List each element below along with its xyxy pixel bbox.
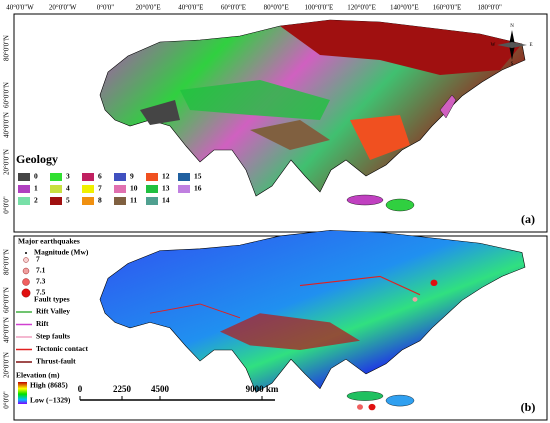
labels: 40°0'0"W 20°0'0"W 0°0'0" 20°0'0"E 40°0'0"E 60… [3,4,536,414]
legend-label: 1 [34,184,38,193]
longitude-label: 80°0'0"E [264,4,289,12]
legend-swatch [146,197,158,205]
legend-label: 13 [162,184,170,193]
legend-title: Fault types [34,295,70,304]
legend-label: 4 [66,184,70,193]
legend-swatch [50,197,62,205]
panel-label: (a) [521,212,535,226]
legend-swatch [178,185,190,193]
legend-swatch [82,185,94,193]
elevation-colorbar [18,382,27,404]
legend-swatch [146,173,158,181]
scale-label: 9000 km [246,384,279,394]
longitude-label: 180°0'0" [477,4,502,12]
scale-label: 0 [78,384,83,394]
latitude-label: 0°0'0" [3,196,11,214]
legend-swatch [82,197,94,205]
longitude-label: 40°0'0"W [6,4,34,12]
legend-swatch [178,173,190,181]
longitude-label: 140°0'0"E [390,4,419,12]
legend-label: 7.3 [36,277,46,286]
legend-marker [22,278,30,286]
compass-label: N [510,24,514,29]
legend-label: Thrust-fault [36,357,76,366]
compass-label: E [529,43,532,48]
longitude-label: 120°0'0"E [347,4,376,12]
scale-label: 2250 [113,384,132,394]
legend-label: 2 [34,196,38,205]
legend-label: 6 [98,172,102,181]
latitude-label: 80°0'0"N [3,249,11,275]
legend-swatch [114,185,126,193]
scale-label: 4500 [151,384,170,394]
legend-swatch [18,173,30,181]
compass-rose [497,30,527,60]
geology-map [99,19,526,212]
legend-title: Major earthquakes [18,237,80,246]
legend-label: 16 [194,184,202,193]
panel-label: (b) [521,400,536,414]
latitude-label: 20°0'0"N [3,352,11,378]
legend-label: Step faults [36,332,70,341]
legend-label: 14 [162,196,170,205]
latitude-label: 60°0'0"N [3,82,11,108]
legend-marker [21,288,31,298]
latitude-label: 40°0'0"N [3,317,11,343]
legend-label: 15 [194,172,202,181]
legend-label: 7.1 [36,266,46,275]
legend-label: Low (−1329) [30,396,71,405]
legend-label: 9 [130,172,134,181]
compass-label: S [511,62,514,67]
legend-swatch [18,185,30,193]
longitude-label: 160°0'0"E [433,4,462,12]
legend-label: 7 [98,184,102,193]
legend-title: Magnitude (Mw) [34,248,89,257]
elevation-map [99,229,526,411]
legend-label: Rift [36,319,49,328]
latitude-label: 40°0'0"N [3,112,11,138]
legend-swatch [114,197,126,205]
legend-label: 0 [34,172,38,181]
latitude-label: 80°0'0"N [3,35,11,61]
latitude-label: 60°0'0"N [3,287,11,313]
latitude-label: 0°0'0" [3,391,11,409]
legend-swatch [82,173,94,181]
legend-swatch [50,173,62,181]
legend-marker [25,252,27,254]
latitude-label: 20°0'0"N [3,149,11,175]
longitude-label: 100°0'0"E [305,4,334,12]
compass-label: W [491,43,496,48]
longitude-label: 60°0'0"E [221,4,246,12]
legend-label: 8 [98,196,102,205]
legend-label: 7 [36,255,40,264]
legend-swatch [50,185,62,193]
legend-label: 7.5 [36,288,46,297]
legend-swatch [114,173,126,181]
legend-title: Elevation (m) [16,371,60,380]
longitude-label: 40°0'0"E [178,4,203,12]
legend-label: Rift Valley [36,307,70,316]
legend-swatch [18,197,30,205]
legend-label: 5 [66,196,70,205]
legend-title: Geology [16,152,58,166]
longitude-label: 0°0'0" [97,4,115,12]
legend-label: Tectonic contact [36,344,89,353]
panel-a-frame [13,13,548,233]
legend-marker [22,267,30,275]
legend-label: 11 [130,196,137,205]
legend-swatch [146,185,158,193]
legend-label: 12 [162,172,170,181]
legend-label: High (8685) [30,381,68,390]
legend-label: 3 [66,172,70,181]
legend-label: 10 [130,184,138,193]
longitude-label: 20°0'0"E [135,4,160,12]
longitude-label: 20°0'0"W [49,4,77,12]
legend-marker [23,257,29,263]
